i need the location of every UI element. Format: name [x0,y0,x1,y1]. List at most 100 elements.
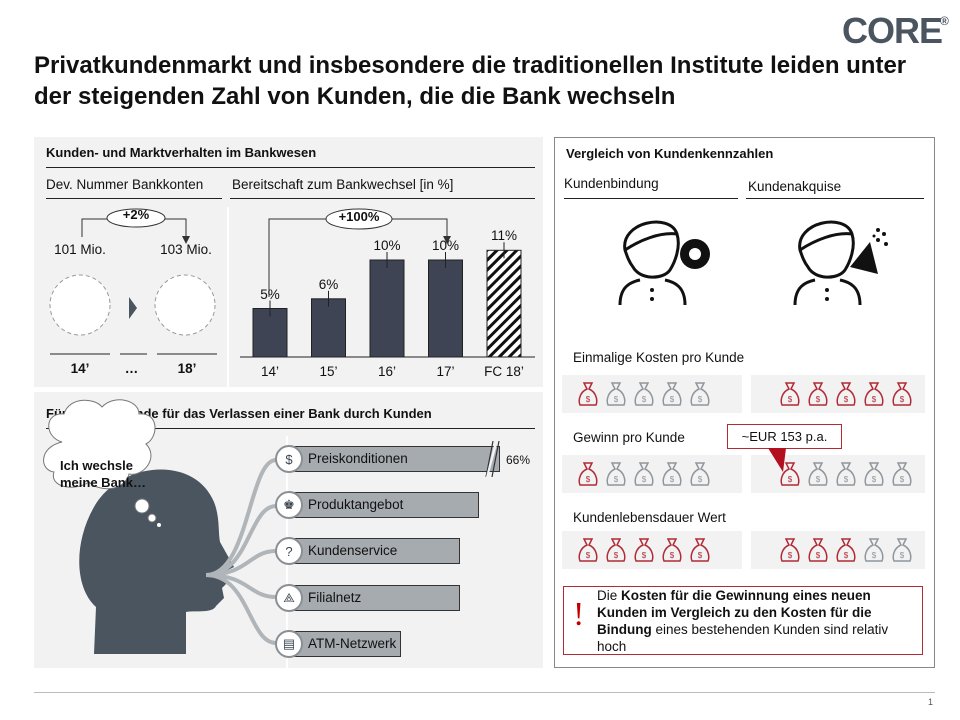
ellipsis: … [124,361,139,376]
bar-1 [311,298,346,358]
divider [46,198,222,199]
money-bag-icon: $ [661,460,683,488]
money-bag-icon: $ [605,460,627,488]
money-bag-icon: $ [689,380,711,408]
money-bag-icon: $ [807,460,829,488]
divider [46,428,535,429]
market-heading: Kunden- und Marktverhalten im Bankwesen [46,145,317,160]
note-part: Die [597,588,622,603]
svg-text:$: $ [900,395,905,404]
money-bag-icon: $ [835,536,857,564]
svg-text:$: $ [642,475,647,484]
svg-text:$: $ [698,395,703,404]
person-headset-icon [618,220,710,306]
svg-text:$: $ [642,551,647,560]
from-value: 101 Mio. [54,242,106,257]
svg-text:$: $ [586,475,591,484]
svg-text:$: $ [816,551,821,560]
category-label: 16’ [377,364,396,379]
metric-label: Gewinn pro Kunde [573,430,685,445]
money-bag-icon: $ [779,460,801,488]
price-value: 66% [506,453,531,467]
separator [227,207,229,387]
reason-label: Produktangebot [308,497,404,513]
reason-bar: Produktangebot [290,492,479,519]
money-bag-icon: $ [779,536,801,564]
money-bag-icon: $ [633,460,655,488]
thought-bubble [147,513,157,523]
money-bag-icon: $ [605,380,627,408]
svg-text:$: $ [844,395,849,404]
bar-value-label: 10% [373,238,401,253]
bar-value-label: 11% [490,228,518,244]
accounts-change-label: +2% [122,207,150,222]
bar-value-label: 5% [260,286,280,302]
bar-value-label: 6% [318,276,339,292]
svg-text:$: $ [900,475,905,484]
money-bag-icon: $ [807,380,829,408]
acquisition-bags: $ $ $ $ $ [751,531,925,569]
acquisition-bags: $ $ $ $ $ [751,375,925,413]
category-label: 17’ [436,364,455,379]
col-acquisition: Kundenakquise [748,179,842,194]
accounts-graphic [49,208,535,358]
accounts-subheading: Dev. Nummer Bankkonten [46,177,204,192]
money-bag-icon: $ [779,380,801,408]
svg-text:$: $ [788,395,793,404]
svg-text:$: $ [670,551,675,560]
arrow-head-icon [182,236,190,244]
head-question-icon: ? [275,537,303,566]
svg-text:$: $ [642,395,647,404]
head-silhouette [79,469,235,654]
chess-king-icon: ♚ [275,491,303,520]
money-bag-icon: $ [863,380,885,408]
svg-text:$: $ [844,551,849,560]
svg-text:$: $ [614,551,619,560]
money-bag-icon: $ [835,380,857,408]
profit-callout: ~EUR 153 p.a. [727,424,842,449]
svg-text:$: $ [900,551,905,560]
svg-text:$: $ [872,551,877,560]
reason-label: ATM-Netzwerk [308,635,397,651]
retention-bags: $ $ $ $ $ [562,375,742,413]
change-bracket [268,218,448,297]
money-bag-icon: $ [689,536,711,564]
note-text: Die Kosten für die Gewinnung eines neuen… [597,587,917,655]
switch-subheading: Bereitschaft zum Bankwechsel [in %] [232,177,454,192]
svg-text:$: $ [670,475,675,484]
money-bag-icon: $ [661,536,683,564]
connector-lines [205,458,277,645]
note-part: eines bestehenden Kunden sind relativ ho… [597,622,889,654]
bar-0 [252,308,288,358]
svg-text:$: $ [586,395,591,404]
col-retention: Kundenbindung [564,176,659,191]
svg-text:$: $ [614,395,619,404]
svg-text:$: $ [788,475,793,484]
atm-icon: ▤ [275,629,303,658]
category-label: 15’ [319,364,338,379]
svg-text:$: $ [586,551,591,560]
bar-4 [486,249,522,358]
money-bag-icon: $ [577,536,599,564]
note-box [563,586,923,655]
money-bag-icon: $ [863,536,885,564]
category-label: 14’ [260,364,279,379]
svg-text:$: $ [788,551,793,560]
account-circle-18 [154,274,216,336]
core-logo: CORE ® [842,10,949,52]
compare-heading: Vergleich von Kundenkennzahlen [566,146,774,161]
money-bag-icon: $ [661,380,683,408]
note-emphasis: Kosten für die Gewinnung eines neuen Kun… [597,588,872,637]
divider [746,198,924,199]
reason-bar: ATM-Netzwerk [290,630,402,657]
category-label: FC 18’ [484,364,524,379]
money-bag-icon: $ [891,460,913,488]
person-megaphone-icon [793,220,888,306]
svg-text:$: $ [816,475,821,484]
page-title: Privatkundenmarkt und insbesondere die t… [34,52,907,110]
divider [564,198,738,199]
reason-label: Preiskonditionen [308,451,408,466]
metric-label: Kundenlebensdauer Wert [573,510,726,525]
page-number: 1 [928,697,934,707]
money-bag-icon: $ [577,380,599,408]
